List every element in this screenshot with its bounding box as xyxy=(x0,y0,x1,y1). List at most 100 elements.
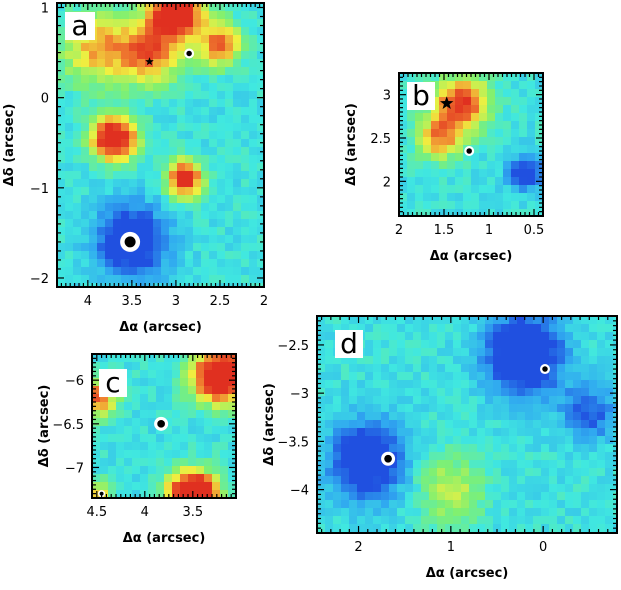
heatmap-cell xyxy=(89,131,98,140)
heatmap-cell xyxy=(233,67,242,76)
heatmap-cell xyxy=(527,193,536,202)
heatmap-cell xyxy=(81,203,90,212)
heatmap-cell xyxy=(129,115,138,124)
x-axis-label: Δα (arcsec) xyxy=(426,566,509,581)
heatmap-cell xyxy=(81,99,90,108)
heatmap-cell xyxy=(92,458,101,467)
heatmap-cell xyxy=(97,3,106,12)
heatmap-cell xyxy=(193,187,202,196)
heatmap-cell xyxy=(57,155,66,164)
heatmap-cell xyxy=(485,508,494,517)
heatmap-cell xyxy=(57,43,66,52)
heatmap-cell xyxy=(341,444,350,453)
heatmap-cell xyxy=(129,75,138,84)
heatmap-cell xyxy=(493,436,502,445)
heatmap-cell xyxy=(469,516,478,525)
heatmap-cell xyxy=(439,73,448,82)
heatmap-cell xyxy=(455,129,464,138)
heatmap-cell xyxy=(105,83,114,92)
heatmap-cell xyxy=(463,89,472,98)
heatmap-cell xyxy=(469,324,478,333)
heatmap-cell xyxy=(153,11,162,20)
heatmap-cell xyxy=(445,388,454,397)
heatmap-cell xyxy=(145,187,154,196)
heatmap-cell xyxy=(73,267,82,276)
heatmap-cell xyxy=(509,476,518,485)
heatmap-cell xyxy=(597,524,606,533)
heatmap-cell xyxy=(161,227,170,236)
heatmap-cell xyxy=(148,442,157,451)
heatmap-cell xyxy=(145,75,154,84)
heatmap-cell xyxy=(461,468,470,477)
heatmap-cell xyxy=(148,490,157,499)
heatmap-cell xyxy=(145,219,154,228)
heatmap-cell xyxy=(73,251,82,260)
heatmap-cell xyxy=(325,428,334,437)
heatmap-cell xyxy=(511,201,520,210)
heatmap-cell xyxy=(613,396,618,405)
heatmap-cell xyxy=(455,185,464,194)
heatmap-cell xyxy=(116,410,125,419)
heatmap-cell xyxy=(533,332,542,341)
heatmap-cell xyxy=(365,428,374,437)
heatmap-cell xyxy=(605,356,614,365)
heatmap-cell xyxy=(209,243,218,252)
heatmap-cell xyxy=(212,482,221,491)
heatmap-cell xyxy=(124,474,133,483)
heatmap-cell xyxy=(565,500,574,509)
heatmap-cell xyxy=(429,508,438,517)
heatmap-cell xyxy=(357,444,366,453)
heatmap-cell xyxy=(317,388,326,397)
heatmap-cell xyxy=(437,516,446,525)
heatmap-cell xyxy=(581,436,590,445)
heatmap-cell xyxy=(365,476,374,485)
heatmap-cell xyxy=(565,524,574,533)
heatmap-cell xyxy=(217,251,226,260)
heatmap-cell xyxy=(233,195,242,204)
heatmap-cell xyxy=(437,500,446,509)
heatmap-cell xyxy=(613,388,618,397)
heatmap-cell xyxy=(233,163,242,172)
heatmap-cell xyxy=(81,259,90,268)
heatmap-cell xyxy=(487,177,496,186)
heatmap-cell xyxy=(527,177,536,186)
heatmap-cell xyxy=(557,484,566,493)
heatmap-cell xyxy=(517,364,526,373)
heatmap-cell xyxy=(495,145,504,154)
heatmap-cell xyxy=(549,500,558,509)
heatmap-cell xyxy=(333,324,342,333)
heatmap-cell xyxy=(249,227,258,236)
heatmap-cell xyxy=(233,99,242,108)
heatmap-cell xyxy=(81,59,90,68)
heatmap-cell xyxy=(132,362,141,371)
heatmap-cell xyxy=(605,332,614,341)
heatmap-cell xyxy=(589,452,598,461)
heatmap-cell xyxy=(217,179,226,188)
heatmap-cell xyxy=(469,372,478,381)
heatmap-cell xyxy=(533,428,542,437)
heatmap-cell xyxy=(180,466,189,475)
heatmap-cell xyxy=(501,436,510,445)
heatmap-cell xyxy=(317,340,326,349)
heatmap-cell xyxy=(493,476,502,485)
heatmap-cell xyxy=(461,340,470,349)
heatmap-cell xyxy=(525,404,534,413)
heatmap-cell xyxy=(113,187,122,196)
heatmap-cell xyxy=(92,386,101,395)
heatmap-cell xyxy=(573,508,582,517)
heatmap-cell xyxy=(525,508,534,517)
heatmap-cell xyxy=(73,195,82,204)
heatmap-cell xyxy=(145,227,154,236)
heatmap-cell xyxy=(535,201,544,210)
heatmap-cell xyxy=(201,251,210,260)
heatmap-cell xyxy=(177,131,186,140)
heatmap-cell xyxy=(415,169,424,178)
heatmap-cell xyxy=(201,131,210,140)
heatmap-cell xyxy=(129,59,138,68)
heatmap-cell xyxy=(209,67,218,76)
heatmap-cell xyxy=(517,324,526,333)
heatmap-cell xyxy=(124,410,133,419)
heatmap-cell xyxy=(439,121,448,130)
heatmap-cell xyxy=(453,460,462,469)
heatmap-cell xyxy=(503,153,512,162)
